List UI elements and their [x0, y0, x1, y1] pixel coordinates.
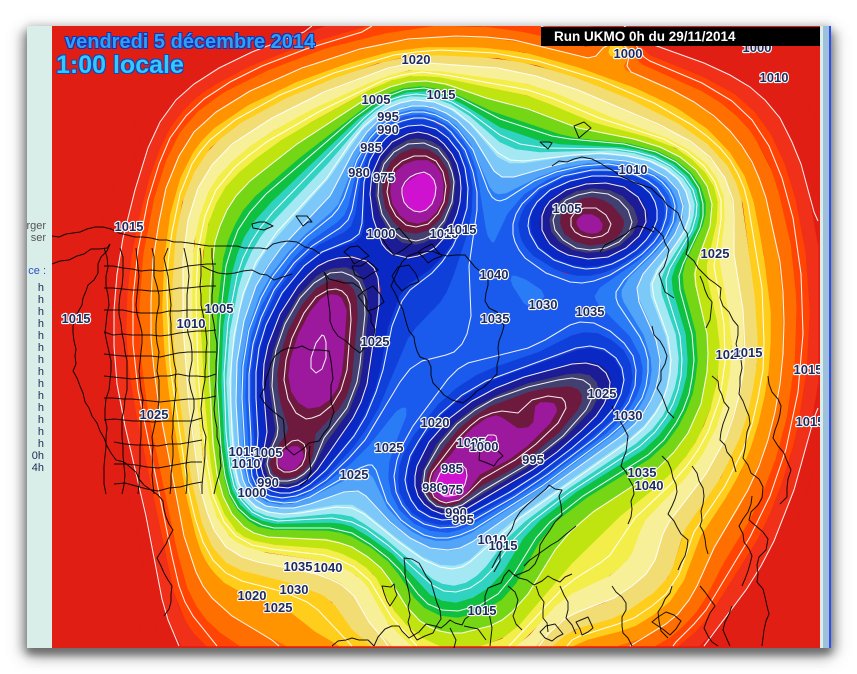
- svg-text:1000: 1000: [470, 439, 499, 454]
- svg-text:1025: 1025: [588, 386, 617, 401]
- svg-text:995: 995: [377, 109, 399, 124]
- svg-text:1035: 1035: [284, 559, 313, 574]
- svg-text:1015: 1015: [794, 362, 820, 377]
- svg-text:1040: 1040: [314, 560, 343, 575]
- svg-text:1035: 1035: [576, 304, 605, 319]
- svg-text:1010: 1010: [478, 532, 507, 547]
- svg-text:1020: 1020: [716, 347, 745, 362]
- svg-text:1010: 1010: [760, 70, 789, 85]
- svg-text:1025: 1025: [375, 440, 404, 455]
- svg-text:990: 990: [257, 475, 279, 490]
- svg-text:1005: 1005: [553, 201, 582, 216]
- svg-text:1015: 1015: [229, 444, 258, 459]
- svg-text:1015: 1015: [734, 345, 763, 360]
- svg-text:1030: 1030: [280, 582, 309, 597]
- svg-text:1025: 1025: [140, 407, 169, 422]
- svg-text:1025: 1025: [361, 334, 390, 349]
- svg-text:985: 985: [360, 140, 382, 155]
- svg-text:1015: 1015: [115, 219, 144, 234]
- svg-text:1000: 1000: [238, 485, 267, 500]
- svg-text:1035: 1035: [628, 465, 657, 480]
- svg-text:1015: 1015: [468, 603, 497, 618]
- svg-text:1000: 1000: [614, 46, 643, 61]
- svg-text:1015: 1015: [448, 222, 477, 237]
- svg-text:1010: 1010: [232, 456, 261, 471]
- svg-text:1015: 1015: [489, 538, 518, 553]
- svg-text:990: 990: [445, 505, 467, 520]
- svg-text:995: 995: [452, 512, 474, 527]
- svg-text:1010: 1010: [619, 162, 648, 177]
- svg-text:1020: 1020: [402, 52, 431, 67]
- svg-text:1015: 1015: [62, 311, 91, 326]
- svg-text:1005: 1005: [205, 301, 234, 316]
- svg-text:1025: 1025: [701, 246, 730, 261]
- svg-text:1010: 1010: [177, 316, 206, 331]
- svg-text:985: 985: [441, 461, 463, 476]
- svg-text:1005: 1005: [457, 435, 486, 450]
- svg-text:1005: 1005: [362, 92, 391, 107]
- svg-text:980: 980: [348, 165, 370, 180]
- svg-text:1000: 1000: [367, 226, 396, 241]
- svg-text:1025: 1025: [264, 600, 293, 615]
- svg-text:1010: 1010: [430, 226, 459, 241]
- svg-text:1020: 1020: [238, 588, 267, 603]
- svg-text:975: 975: [441, 482, 463, 497]
- svg-text:1015: 1015: [796, 414, 820, 429]
- svg-text:1020: 1020: [421, 415, 450, 430]
- svg-text:1030: 1030: [529, 297, 558, 312]
- svg-text:990: 990: [377, 122, 399, 137]
- svg-text:1015: 1015: [427, 87, 456, 102]
- svg-text:980: 980: [422, 480, 444, 495]
- svg-text:1035: 1035: [481, 311, 510, 326]
- svg-text:1005: 1005: [254, 445, 283, 460]
- svg-text:975: 975: [373, 170, 395, 185]
- svg-text:1025: 1025: [340, 467, 369, 482]
- svg-text:1040: 1040: [635, 478, 664, 493]
- svg-text:1030: 1030: [614, 408, 643, 423]
- svg-text:1040: 1040: [480, 267, 509, 282]
- svg-text:995: 995: [522, 452, 544, 467]
